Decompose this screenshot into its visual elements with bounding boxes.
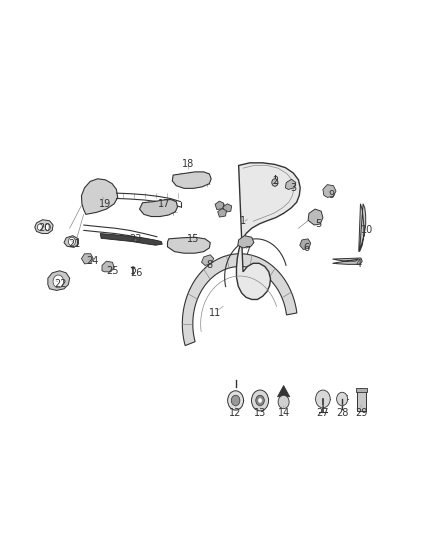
- Text: 7: 7: [244, 246, 251, 255]
- Polygon shape: [332, 258, 362, 264]
- Text: 29: 29: [355, 408, 367, 418]
- Text: 12: 12: [230, 408, 242, 418]
- Text: 15: 15: [187, 234, 199, 244]
- Text: 10: 10: [361, 225, 374, 236]
- Polygon shape: [35, 220, 53, 233]
- Polygon shape: [308, 209, 323, 225]
- Polygon shape: [218, 208, 226, 217]
- Text: 9: 9: [328, 190, 335, 200]
- Text: 18: 18: [182, 159, 194, 169]
- Text: 4: 4: [356, 259, 362, 269]
- Circle shape: [256, 395, 264, 406]
- Polygon shape: [223, 204, 232, 212]
- Text: 21: 21: [68, 239, 80, 249]
- Circle shape: [315, 390, 330, 408]
- Polygon shape: [215, 201, 224, 209]
- Circle shape: [228, 391, 244, 410]
- Circle shape: [251, 390, 268, 411]
- Text: 24: 24: [86, 256, 99, 266]
- Text: 2: 2: [272, 176, 279, 187]
- Polygon shape: [102, 261, 114, 272]
- Circle shape: [53, 275, 64, 288]
- Polygon shape: [172, 172, 211, 188]
- Text: 8: 8: [206, 261, 212, 270]
- FancyBboxPatch shape: [356, 388, 367, 392]
- Circle shape: [258, 398, 262, 403]
- Text: 14: 14: [278, 408, 290, 418]
- Circle shape: [337, 392, 348, 406]
- Polygon shape: [140, 199, 177, 216]
- Text: 20: 20: [38, 223, 50, 233]
- Circle shape: [272, 179, 278, 186]
- Polygon shape: [201, 255, 214, 265]
- Text: 1: 1: [240, 216, 246, 227]
- Polygon shape: [81, 254, 93, 264]
- Text: 3: 3: [290, 183, 296, 193]
- Text: 22: 22: [55, 279, 67, 288]
- Circle shape: [45, 224, 50, 230]
- Polygon shape: [48, 271, 70, 290]
- Text: 25: 25: [106, 266, 118, 276]
- Text: 28: 28: [336, 408, 348, 418]
- Polygon shape: [238, 236, 254, 248]
- Circle shape: [231, 395, 240, 406]
- Text: 26: 26: [131, 268, 143, 278]
- Polygon shape: [278, 385, 290, 397]
- Polygon shape: [167, 237, 210, 253]
- Polygon shape: [64, 236, 78, 247]
- Polygon shape: [81, 179, 118, 214]
- Text: 27: 27: [317, 408, 329, 418]
- Polygon shape: [100, 233, 162, 245]
- Polygon shape: [359, 204, 366, 252]
- Polygon shape: [237, 163, 300, 300]
- Polygon shape: [182, 254, 297, 345]
- Text: 17: 17: [158, 199, 171, 209]
- FancyBboxPatch shape: [357, 390, 366, 411]
- Circle shape: [278, 395, 289, 409]
- Text: 19: 19: [99, 199, 112, 209]
- Circle shape: [68, 237, 75, 246]
- Text: 13: 13: [254, 408, 266, 418]
- Circle shape: [37, 224, 42, 230]
- Text: 5: 5: [315, 219, 321, 229]
- Text: 6: 6: [303, 243, 309, 253]
- Polygon shape: [286, 179, 296, 189]
- Polygon shape: [300, 239, 311, 249]
- Text: 23: 23: [129, 234, 141, 244]
- Text: 11: 11: [208, 308, 221, 318]
- Polygon shape: [323, 184, 336, 197]
